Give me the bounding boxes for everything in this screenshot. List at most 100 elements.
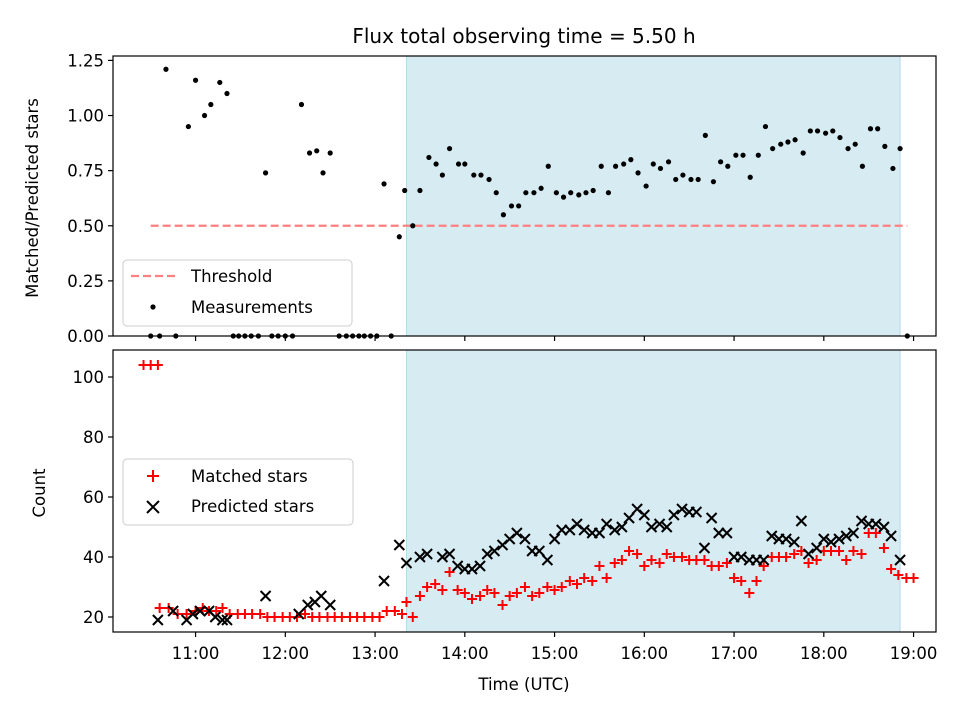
predicted-star-point xyxy=(548,533,561,545)
predicted-star-point xyxy=(324,599,336,611)
measurement-point xyxy=(650,161,656,167)
predicted-star-point xyxy=(259,590,272,602)
predicted-star-point xyxy=(645,521,658,533)
measurement-point xyxy=(882,143,888,149)
top-y-axis-label: Matched/Predicted stars xyxy=(23,98,42,298)
measurement-point xyxy=(702,132,708,138)
measurement-point xyxy=(890,165,896,172)
predicted-star-point xyxy=(519,533,531,545)
matched-star-point xyxy=(217,603,228,613)
predicted-star-point xyxy=(533,545,546,557)
measurement-point xyxy=(673,176,679,183)
matched-star-point xyxy=(803,558,814,568)
top-shaded-region xyxy=(405,55,901,337)
predicted-star-point xyxy=(705,512,718,524)
predicted-star-point xyxy=(488,545,501,557)
measurement-point xyxy=(845,145,851,152)
matched-star-point xyxy=(601,573,612,583)
measurement-point xyxy=(875,126,881,132)
measurement-point xyxy=(568,190,574,196)
matched-star-point xyxy=(407,612,418,622)
predicted-star-point xyxy=(810,542,823,554)
measurement-point xyxy=(262,170,269,176)
bottom-x-tick-label: 17:00 xyxy=(710,644,758,663)
measurement-point xyxy=(583,190,589,196)
matched-star-point xyxy=(163,603,174,613)
measurement-point xyxy=(471,172,477,178)
predicted-star-point xyxy=(216,614,229,626)
matched-star-point xyxy=(632,549,643,559)
predicted-star-point xyxy=(788,536,800,548)
predicted-star-point xyxy=(167,605,179,617)
predicted-star-point xyxy=(885,530,897,542)
matched-star-point xyxy=(789,549,800,559)
bottom-x-tick-label: 13:00 xyxy=(351,644,399,663)
matched-star-point xyxy=(848,546,859,556)
predicted-star-point xyxy=(511,527,523,539)
matched-star-point xyxy=(878,543,889,553)
measurement-point xyxy=(478,172,484,178)
measurement-point xyxy=(224,90,230,97)
measurement-point xyxy=(598,163,604,169)
measurement-point xyxy=(486,176,492,183)
matched-star-point xyxy=(834,546,845,556)
predicted-star-point xyxy=(541,554,554,566)
matched-star-point xyxy=(511,588,522,598)
matched-star-point xyxy=(811,555,822,565)
top-y-tick-label: 0.50 xyxy=(67,217,104,236)
matched-star-point xyxy=(639,561,650,571)
matched-star-point xyxy=(721,558,732,568)
measurement-point xyxy=(643,183,649,189)
measurement-point xyxy=(688,176,694,183)
top-y-tick-label: 1.00 xyxy=(67,107,104,126)
predicted-star-point xyxy=(187,608,199,620)
predicted-star-point xyxy=(795,515,808,527)
predicted-star-point xyxy=(593,527,606,539)
predicted-star-point xyxy=(209,611,222,623)
predicted-star-point xyxy=(436,551,449,563)
predicted-star-point xyxy=(221,614,233,626)
measurement-point xyxy=(320,170,326,176)
bottom-x-tick-label: 16:00 xyxy=(621,644,669,663)
predicted-star-point xyxy=(393,539,406,551)
matched-star-point xyxy=(414,591,425,601)
matched-star-point xyxy=(452,585,463,595)
predicted-star-point xyxy=(466,563,478,575)
measurement-point xyxy=(635,170,641,176)
bottom-plot-frame xyxy=(112,349,937,633)
measurement-point xyxy=(192,77,199,83)
matched-star-point xyxy=(542,582,553,592)
measurement-point xyxy=(306,150,313,156)
top-y-tick-label: 1.25 xyxy=(67,51,104,70)
measurement-point xyxy=(814,128,821,134)
matched-star-point xyxy=(211,606,222,616)
measurement-point xyxy=(545,163,551,169)
measurement-point xyxy=(217,79,223,86)
legend-measurements-swatch xyxy=(150,304,156,310)
matched-star-point xyxy=(401,597,412,607)
matched-star-point xyxy=(893,570,904,580)
bottom-y-tick-label: 100 xyxy=(73,368,105,387)
predicted-star-point xyxy=(661,521,673,533)
measurement-point xyxy=(733,152,739,158)
measurement-point xyxy=(590,187,596,194)
measurement-point xyxy=(208,101,214,108)
measurement-point xyxy=(508,203,515,209)
top-legend: Threshold Measurements xyxy=(122,259,353,327)
matched-star-point xyxy=(519,582,530,592)
measurement-point xyxy=(439,172,445,178)
predicted-star-point xyxy=(833,533,845,545)
predicted-star-point xyxy=(600,518,613,530)
measurement-point xyxy=(381,181,387,187)
predicted-star-point xyxy=(378,575,390,587)
measurement-point xyxy=(201,112,208,119)
matched-star-point xyxy=(616,555,627,565)
matched-star-point xyxy=(677,552,688,562)
matched-star-point xyxy=(172,609,183,619)
matched-star-point xyxy=(154,603,165,613)
matched-star-point xyxy=(497,600,508,610)
matched-star-point xyxy=(459,588,470,598)
predicted-star-point xyxy=(315,590,327,602)
bottom-y-tick-label: 60 xyxy=(83,488,104,507)
matched-star-point xyxy=(758,561,769,571)
